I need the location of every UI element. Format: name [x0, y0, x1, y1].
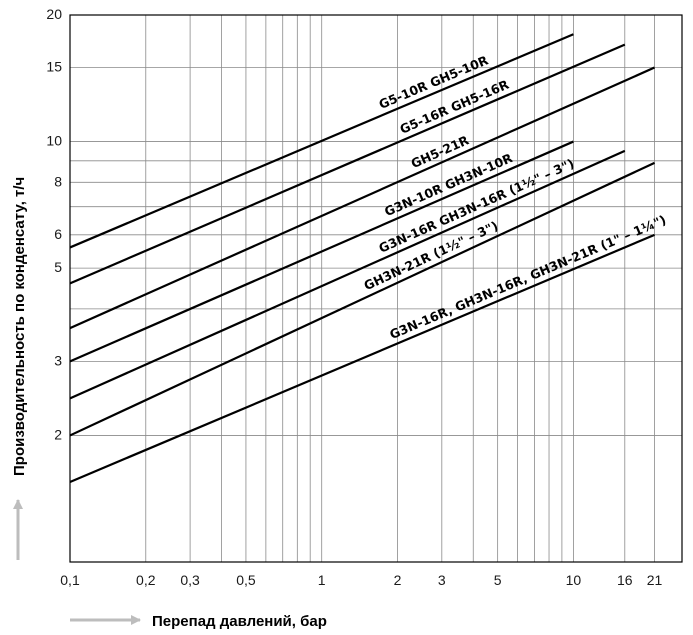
x-tick-label: 0,2 — [136, 572, 156, 588]
series-line — [69, 33, 574, 249]
y-tick-label: 2 — [54, 426, 62, 442]
x-tick-label: 1 — [318, 572, 326, 588]
x-tick-label: 2 — [394, 572, 402, 588]
series-line — [69, 43, 626, 285]
x-tick-label: 0,3 — [180, 572, 200, 588]
x-tick-label: 0,5 — [236, 572, 256, 588]
x-axis-label: Перепад давлений, бар — [152, 613, 327, 630]
x-tick-label: 16 — [617, 572, 633, 588]
series-lines — [69, 33, 655, 483]
x-tick-labels: 0,1 0,2 0,3 0,5 1 2 3 5 10 16 21 — [60, 572, 662, 588]
y-tick-label: 10 — [46, 133, 62, 149]
x-tick-label: 0,1 — [60, 572, 80, 588]
y-tick-label: 8 — [54, 173, 62, 189]
x-tick-label: 5 — [494, 572, 502, 588]
x-tick-label: 3 — [438, 572, 446, 588]
y-tick-label: 15 — [46, 59, 62, 75]
y-axis-label: Производительность по конденсату, т/ч — [11, 177, 28, 476]
series-line — [69, 140, 574, 363]
grid — [69, 14, 682, 563]
y-tick-label: 3 — [54, 352, 62, 368]
y-tick-label: 6 — [54, 226, 62, 242]
y-tick-label: 5 — [54, 259, 62, 275]
series-line — [69, 233, 655, 483]
series-line — [69, 161, 655, 437]
y-tick-label: 20 — [46, 6, 62, 22]
y-tick-labels: 2 3 5 6 8 10 15 20 — [46, 6, 62, 442]
plot-frame — [69, 14, 683, 563]
x-tick-label: 10 — [566, 572, 582, 588]
x-tick-label: 21 — [647, 572, 663, 588]
series-line — [69, 149, 626, 400]
series-label: GH5-21R — [409, 132, 472, 171]
series-line — [69, 66, 655, 330]
